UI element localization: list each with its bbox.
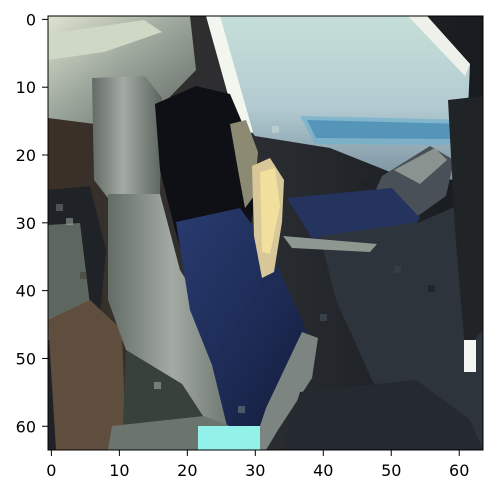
- y-tick-label-0: 0: [26, 10, 36, 29]
- a-pillar-white: [206, 16, 253, 138]
- driver-jacket: [176, 208, 315, 430]
- hand-highlight: [260, 168, 280, 254]
- windshield-blue-band: [307, 120, 467, 139]
- y-axis: 0 10 20 30 40 50 60: [16, 10, 48, 436]
- y-tick-label-60: 60: [16, 417, 36, 436]
- x-tick-label-20: 20: [177, 461, 197, 480]
- x-tick-label-0: 0: [46, 461, 56, 480]
- dashboard-right: [320, 200, 483, 450]
- roof-frame-right: [408, 16, 470, 76]
- seat-headrest: [92, 76, 162, 198]
- x-tick-label-60: 60: [449, 461, 469, 480]
- dashboard-light-strip: [283, 236, 377, 252]
- console-right: [252, 332, 318, 450]
- right-edge-white: [464, 340, 476, 372]
- y-tick-label-40: 40: [16, 282, 36, 301]
- plot-frame: [47, 15, 484, 451]
- x-tick-label-50: 50: [381, 461, 401, 480]
- y-tick-label-30: 30: [16, 214, 36, 233]
- x-tick-label-30: 30: [245, 461, 265, 480]
- right-pillar: [448, 96, 483, 350]
- x-tick-label-40: 40: [313, 461, 333, 480]
- x-tick-label-10: 10: [109, 461, 129, 480]
- driver-face: [230, 120, 258, 208]
- roof-edge-highlight: [48, 20, 162, 60]
- y-tick-label-50: 50: [16, 349, 36, 368]
- y-tick-label-20: 20: [16, 146, 36, 165]
- heatmap-image: [48, 16, 483, 450]
- steering-wheel-highlight: [394, 148, 447, 184]
- pixel-noise: [56, 126, 435, 413]
- y-tick-label-10: 10: [16, 78, 36, 97]
- x-axis: 0 10 20 30 40 50 60: [46, 450, 469, 480]
- lower-floor: [282, 380, 483, 450]
- rear-passenger-leg: [48, 300, 126, 450]
- cyan-patch: [198, 426, 260, 450]
